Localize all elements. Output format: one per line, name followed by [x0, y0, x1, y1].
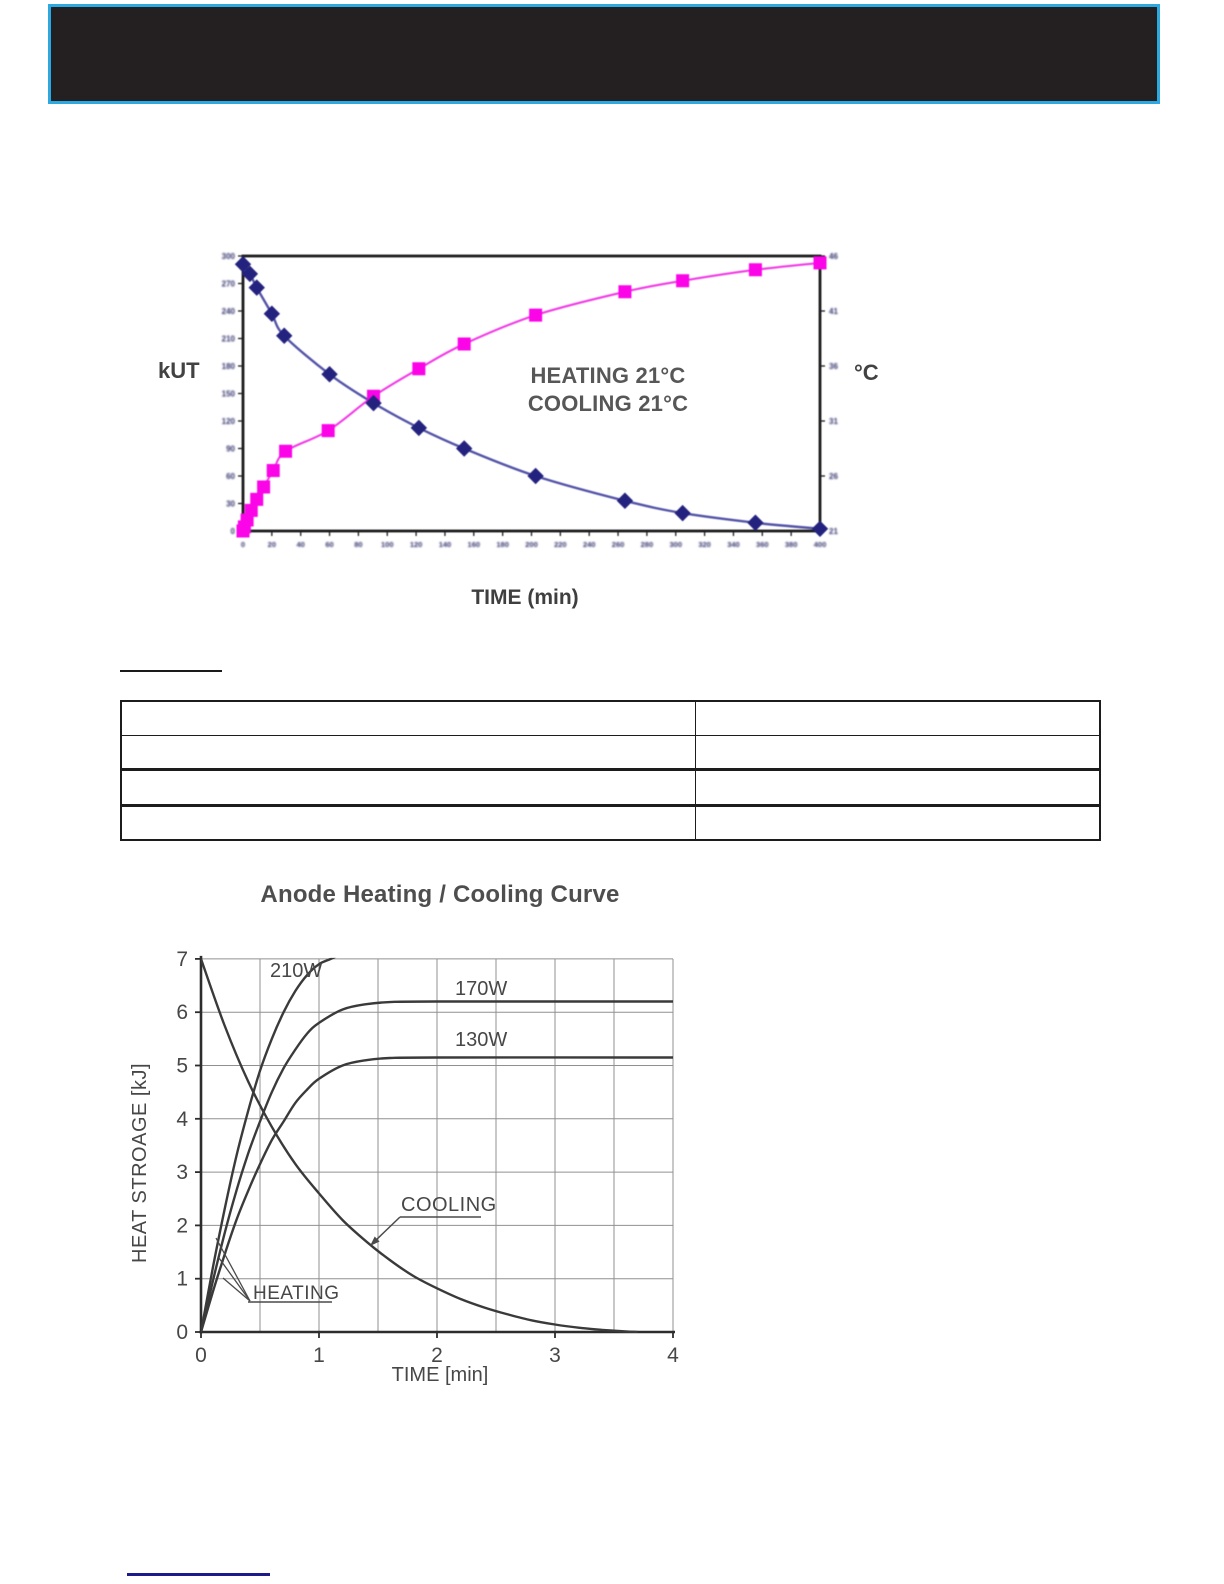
curve-label-130w: 130W [455, 1029, 508, 1051]
svg-text:100: 100 [381, 540, 394, 549]
chart1-annotation-heating: HEATING 21°C [530, 363, 686, 388]
svg-text:160: 160 [468, 540, 481, 549]
chart2-x-axis-label: TIME [min] [391, 1364, 489, 1386]
svg-text:0: 0 [241, 540, 245, 549]
svg-text:0: 0 [231, 527, 236, 536]
svg-text:41: 41 [829, 307, 838, 316]
curve-label-cooling: COOLING [401, 1194, 497, 1216]
svg-text:340: 340 [727, 540, 740, 549]
svg-text:21: 21 [829, 527, 838, 536]
svg-text:7: 7 [176, 948, 188, 971]
table-cell [696, 807, 1099, 840]
svg-text:220: 220 [554, 540, 567, 549]
svg-text:200: 200 [525, 540, 538, 549]
svg-text:140: 140 [439, 540, 452, 549]
svg-text:36: 36 [829, 362, 838, 371]
table-cell [696, 736, 1099, 769]
svg-text:4: 4 [667, 1344, 679, 1367]
svg-text:300: 300 [669, 540, 682, 549]
spec-table [120, 700, 1101, 841]
svg-text:46: 46 [829, 252, 838, 261]
chart1-annotation: HEATING 21°C COOLING 21°C [520, 362, 696, 418]
chart1-right-axis-label: °C [854, 360, 879, 385]
svg-text:320: 320 [698, 540, 711, 549]
table-cell [696, 771, 1099, 804]
svg-text:6: 6 [176, 1001, 188, 1024]
table-row [122, 735, 1099, 771]
svg-text:5: 5 [176, 1055, 188, 1078]
svg-text:280: 280 [641, 540, 654, 549]
anode-heating-cooling-chart: 0 1 2 3 4 0 1 2 3 4 5 6 7 [176, 948, 679, 1367]
section-underline [120, 670, 222, 672]
table-row [122, 771, 1099, 807]
table-cell [122, 735, 696, 768]
svg-text:180: 180 [496, 540, 509, 549]
svg-text:400: 400 [814, 540, 827, 549]
svg-text:360: 360 [756, 540, 769, 549]
svg-text:270: 270 [222, 280, 236, 289]
svg-text:150: 150 [222, 390, 236, 399]
svg-text:3: 3 [549, 1344, 561, 1367]
svg-text:80: 80 [354, 540, 362, 549]
svg-text:240: 240 [222, 307, 236, 316]
svg-text:1: 1 [176, 1268, 188, 1291]
chart2-y-axis-label: HEAT STROAGE [kJ] [129, 1062, 151, 1263]
svg-text:60: 60 [226, 472, 235, 481]
table-cell [122, 771, 696, 804]
svg-text:180: 180 [222, 362, 236, 371]
table-cell [122, 702, 696, 735]
curve-label-210w: 210W [270, 960, 323, 982]
svg-text:20: 20 [268, 540, 276, 549]
svg-text:31: 31 [829, 417, 838, 426]
svg-text:0: 0 [195, 1344, 207, 1367]
chart1-left-axis-label: kUT [158, 358, 200, 383]
svg-text:260: 260 [612, 540, 625, 549]
table-row [122, 806, 1099, 840]
curve-label-heating: HEATING [253, 1283, 340, 1304]
chart1-x-axis-label: TIME (min) [471, 586, 579, 609]
chart2-title: Anode Heating / Cooling Curve [260, 881, 620, 908]
curve-label-170w: 170W [455, 978, 508, 1000]
table-row [122, 702, 1099, 736]
link-underline [127, 1573, 270, 1576]
header-banner [48, 4, 1160, 104]
svg-text:240: 240 [583, 540, 596, 549]
heating-cooling-chart: 3002702402101801501209060300464136312621… [222, 252, 839, 549]
svg-text:3: 3 [176, 1161, 188, 1184]
svg-text:1: 1 [313, 1344, 325, 1367]
svg-text:2: 2 [431, 1344, 443, 1367]
svg-text:40: 40 [297, 540, 305, 549]
svg-text:0: 0 [176, 1321, 188, 1344]
svg-text:210: 210 [222, 335, 236, 344]
svg-text:300: 300 [222, 252, 236, 261]
chart1-annotation-cooling: COOLING 21°C [527, 391, 689, 416]
svg-text:4: 4 [176, 1108, 188, 1131]
svg-text:30: 30 [226, 500, 235, 509]
svg-text:120: 120 [222, 417, 236, 426]
svg-text:380: 380 [785, 540, 798, 549]
svg-text:60: 60 [325, 540, 333, 549]
svg-text:26: 26 [829, 472, 838, 481]
table-cell [122, 806, 696, 839]
svg-text:90: 90 [226, 445, 235, 454]
svg-text:2: 2 [176, 1214, 188, 1237]
svg-text:120: 120 [410, 540, 423, 549]
table-cell [696, 702, 1099, 735]
